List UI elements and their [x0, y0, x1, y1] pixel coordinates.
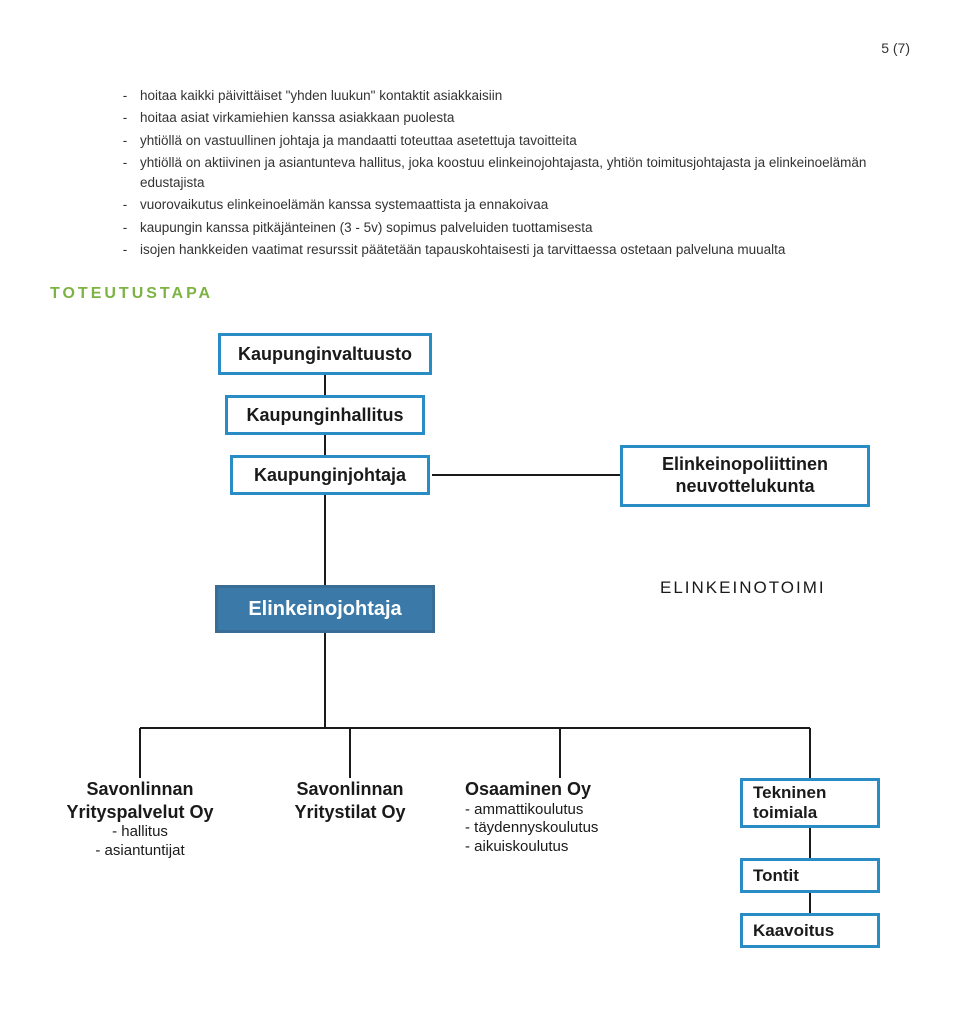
node-kaupunginjohtaja: Kaupunginjohtaja	[230, 455, 430, 495]
org-diagram: Kaupunginvaltuusto Kaupunginhallitus Kau…	[50, 333, 910, 953]
node-kaupunginhallitus: Kaupunginhallitus	[225, 395, 425, 435]
node-kaupunginvaltuusto: Kaupunginvaltuusto	[218, 333, 432, 375]
bullet-dash: -	[110, 131, 140, 151]
section-title: TOTEUTUSTAPA	[50, 285, 910, 303]
node-tontit: Tontit	[740, 858, 880, 893]
yrityspalvelut-title1: Savonlinnan	[50, 778, 230, 801]
bullet-item: -vuorovaikutus elinkeinoelämän kanssa sy…	[110, 195, 910, 215]
neuvottelukunta-line2: neuvottelukunta	[675, 476, 814, 498]
yritystilat-title1: Savonlinnan	[270, 778, 430, 801]
node-yrityspalvelut: Savonlinnan Yrityspalvelut Oy - hallitus…	[50, 778, 230, 861]
yrityspalvelut-title2: Yrityspalvelut Oy	[50, 801, 230, 824]
osaaminen-sub3: - aikuiskoulutus	[465, 838, 655, 857]
tekninen-line2: toimiala	[753, 803, 817, 823]
yrityspalvelut-sub2: - asiantuntijat	[50, 842, 230, 861]
yrityspalvelut-sub1: - hallitus	[50, 823, 230, 842]
label-elinkeinotoimi: ELINKEINOTOIMI	[660, 578, 826, 598]
page-number: 5 (7)	[50, 40, 910, 56]
tekninen-line1: Tekninen	[753, 783, 826, 803]
node-elinkeinojohtaja: Elinkeinojohtaja	[215, 585, 435, 633]
bullet-dash: -	[110, 108, 140, 128]
bullet-item: -hoitaa asiat virkamiehien kanssa asiakk…	[110, 108, 910, 128]
bullet-item: -isojen hankkeiden vaatimat resurssit pä…	[110, 240, 910, 260]
osaaminen-sub1: - ammattikoulutus	[465, 801, 655, 820]
node-osaaminen: Osaaminen Oy - ammattikoulutus - täydenn…	[465, 778, 655, 857]
osaaminen-title1: Osaaminen Oy	[465, 778, 655, 801]
node-tekninen-toimiala: Tekninen toimiala	[740, 778, 880, 828]
bullet-text: vuorovaikutus elinkeinoelämän kanssa sys…	[140, 195, 910, 215]
bullet-item: -yhtiöllä on aktiivinen ja asiantunteva …	[110, 153, 910, 194]
neuvottelukunta-line1: Elinkeinopoliittinen	[662, 454, 828, 476]
bullet-dash: -	[110, 153, 140, 194]
bullet-text: isojen hankkeiden vaatimat resurssit pää…	[140, 240, 910, 260]
node-kaavoitus: Kaavoitus	[740, 913, 880, 948]
bullet-item: -kaupungin kanssa pitkäjänteinen (3 - 5v…	[110, 218, 910, 238]
bullet-text: yhtiöllä on aktiivinen ja asiantunteva h…	[140, 153, 910, 194]
bullet-list: -hoitaa kaikki päivittäiset "yhden luuku…	[110, 86, 910, 260]
bullet-dash: -	[110, 218, 140, 238]
osaaminen-sub2: - täydennyskoulutus	[465, 819, 655, 838]
bullet-text: hoitaa asiat virkamiehien kanssa asiakka…	[140, 108, 910, 128]
node-neuvottelukunta: Elinkeinopoliittinen neuvottelukunta	[620, 445, 870, 507]
node-yritystilat: Savonlinnan Yritystilat Oy	[270, 778, 430, 823]
bullet-dash: -	[110, 195, 140, 215]
bullet-dash: -	[110, 86, 140, 106]
bullet-item: -yhtiöllä on vastuullinen johtaja ja man…	[110, 131, 910, 151]
bullet-dash: -	[110, 240, 140, 260]
bullet-text: yhtiöllä on vastuullinen johtaja ja mand…	[140, 131, 910, 151]
bullet-text: kaupungin kanssa pitkäjänteinen (3 - 5v)…	[140, 218, 910, 238]
bullet-text: hoitaa kaikki päivittäiset "yhden luukun…	[140, 86, 910, 106]
bullet-item: -hoitaa kaikki päivittäiset "yhden luuku…	[110, 86, 910, 106]
yritystilat-title2: Yritystilat Oy	[270, 801, 430, 824]
